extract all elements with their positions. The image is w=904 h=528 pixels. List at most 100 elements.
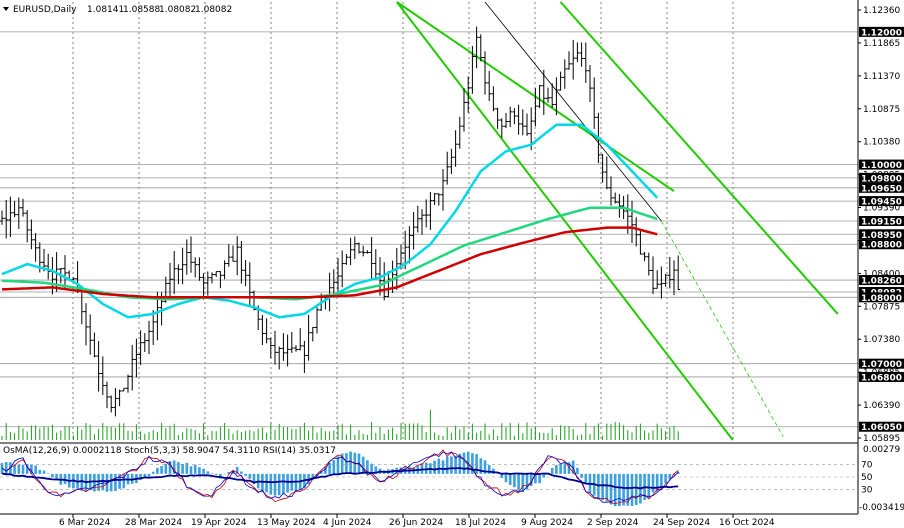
level-tag-label: 1.08800 (861, 241, 902, 251)
osma-bar (114, 473, 117, 492)
time-tick-label: 13 May 2024 (257, 518, 316, 528)
level-tag-label: 1.08000 (861, 294, 902, 304)
osma-bar (252, 473, 256, 485)
osma-bar (479, 458, 483, 474)
osma-bar (315, 473, 319, 477)
ohlc-low: 1.08082 (159, 5, 196, 15)
osma-bar (433, 460, 436, 474)
horizontal-levels (0, 31, 858, 428)
osma-bar (487, 465, 491, 474)
time-tick-label: 24 Sep 2024 (653, 518, 710, 528)
osma-bar (349, 451, 352, 474)
osma-bar (450, 456, 453, 474)
osma-bar (655, 473, 659, 492)
level-tag-label: 1.06800 (861, 373, 902, 383)
osma-bar (151, 471, 155, 474)
level-tag (859, 26, 904, 37)
osma-bar (109, 473, 113, 492)
osma-bar (618, 473, 621, 507)
osma-bar (550, 467, 554, 474)
ohlc-close: 1.08082 (195, 5, 232, 15)
osma-bar (168, 461, 172, 474)
osma-bar (651, 473, 655, 493)
price-tick-label: 1.09390 (863, 204, 900, 214)
chart-header: EURUSD,Daily 1.08141 1.08588 1.08082 1.0… (3, 5, 232, 15)
osma-bar (210, 473, 214, 474)
time-tick-label: 4 Jun 2024 (323, 518, 372, 528)
osma-bar (328, 462, 331, 474)
osma-bar (660, 473, 663, 489)
channel-line[interactable] (559, 1, 839, 315)
osma-bar (630, 473, 634, 506)
osma-bar (227, 471, 231, 474)
osma-bar (647, 473, 651, 499)
osma-bar (534, 473, 537, 484)
level-tag-label: 1.09650 (861, 184, 902, 194)
ohlc-open: 1.08141 (87, 5, 124, 15)
indicator-header: OsMA(12,26,9) 0.0002118 Stoch(5,3,3) 58.… (3, 446, 336, 456)
osma-bar (277, 473, 281, 496)
level-tag-label: 1.06050 (861, 423, 902, 433)
osma-bar (324, 466, 327, 474)
level-tag (859, 275, 904, 286)
osma-bar (51, 473, 54, 478)
osma-bar (97, 473, 100, 491)
oscillator-level-label: 50 (861, 473, 873, 483)
level-tag (859, 287, 904, 298)
osma-bar (622, 473, 625, 506)
osma-bar (340, 453, 344, 474)
level-tag-label: 1.07000 (861, 360, 902, 370)
volume-bars (1, 409, 679, 440)
price-tick-label: 1.08400 (863, 269, 900, 279)
price-tick-label: 1.10875 (863, 105, 900, 115)
osma-bar (189, 466, 193, 474)
osma-bar (508, 473, 512, 485)
level-tag (859, 358, 904, 369)
price-tick-label: 1.05895 (863, 434, 900, 444)
price-tick-label: 1.06390 (863, 401, 900, 411)
osma-bar (445, 456, 449, 474)
osma-bar (25, 464, 29, 474)
osma-bar (206, 471, 210, 474)
dropdown-triangle-icon[interactable] (3, 7, 9, 11)
time-tick-label: 16 Oct 2024 (719, 518, 775, 528)
price-tick-label: 1.07875 (863, 302, 900, 312)
price-tick-label: 1.07380 (863, 335, 900, 345)
rsi-line (1, 467, 679, 490)
time-tick-label: 19 Apr 2024 (191, 518, 247, 528)
osma-bar (17, 464, 21, 474)
osma-bar (248, 473, 252, 479)
osma-bar (542, 473, 546, 478)
osma-bar (441, 460, 445, 474)
osma-bar (160, 466, 163, 474)
osma-bar (437, 458, 441, 474)
trend-line[interactable] (484, 1, 662, 222)
channel-line[interactable] (396, 1, 734, 441)
osma-bar (601, 473, 604, 501)
trend-line-projection[interactable] (661, 220, 784, 437)
osma-bar (672, 473, 676, 476)
osma-bar (34, 465, 37, 474)
level-tag (859, 182, 904, 193)
osma-bar (366, 460, 369, 474)
osma-bar (269, 473, 273, 495)
moving-averages (1, 123, 659, 319)
osma-bar (156, 467, 159, 474)
oscillator-level-label: 70 (861, 461, 873, 471)
osma-bar (529, 473, 533, 486)
osma-bar (361, 456, 365, 474)
osma-bar (538, 473, 541, 484)
osma-bar (345, 453, 348, 474)
osma-bar (504, 473, 508, 483)
osma-bar (609, 473, 613, 505)
osma-bar (605, 473, 609, 502)
osma-bar (424, 462, 428, 474)
osma-bar (584, 473, 588, 484)
oscillator-level-label: 30 (861, 485, 873, 495)
osma-bar (374, 466, 378, 474)
osma-bar (282, 473, 285, 494)
osma-bar (626, 473, 630, 506)
level-tag (859, 421, 904, 432)
